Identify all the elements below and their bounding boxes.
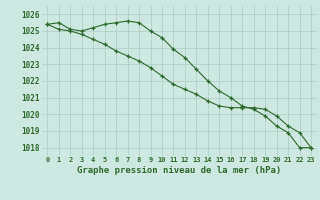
X-axis label: Graphe pression niveau de la mer (hPa): Graphe pression niveau de la mer (hPa) [77,166,281,175]
